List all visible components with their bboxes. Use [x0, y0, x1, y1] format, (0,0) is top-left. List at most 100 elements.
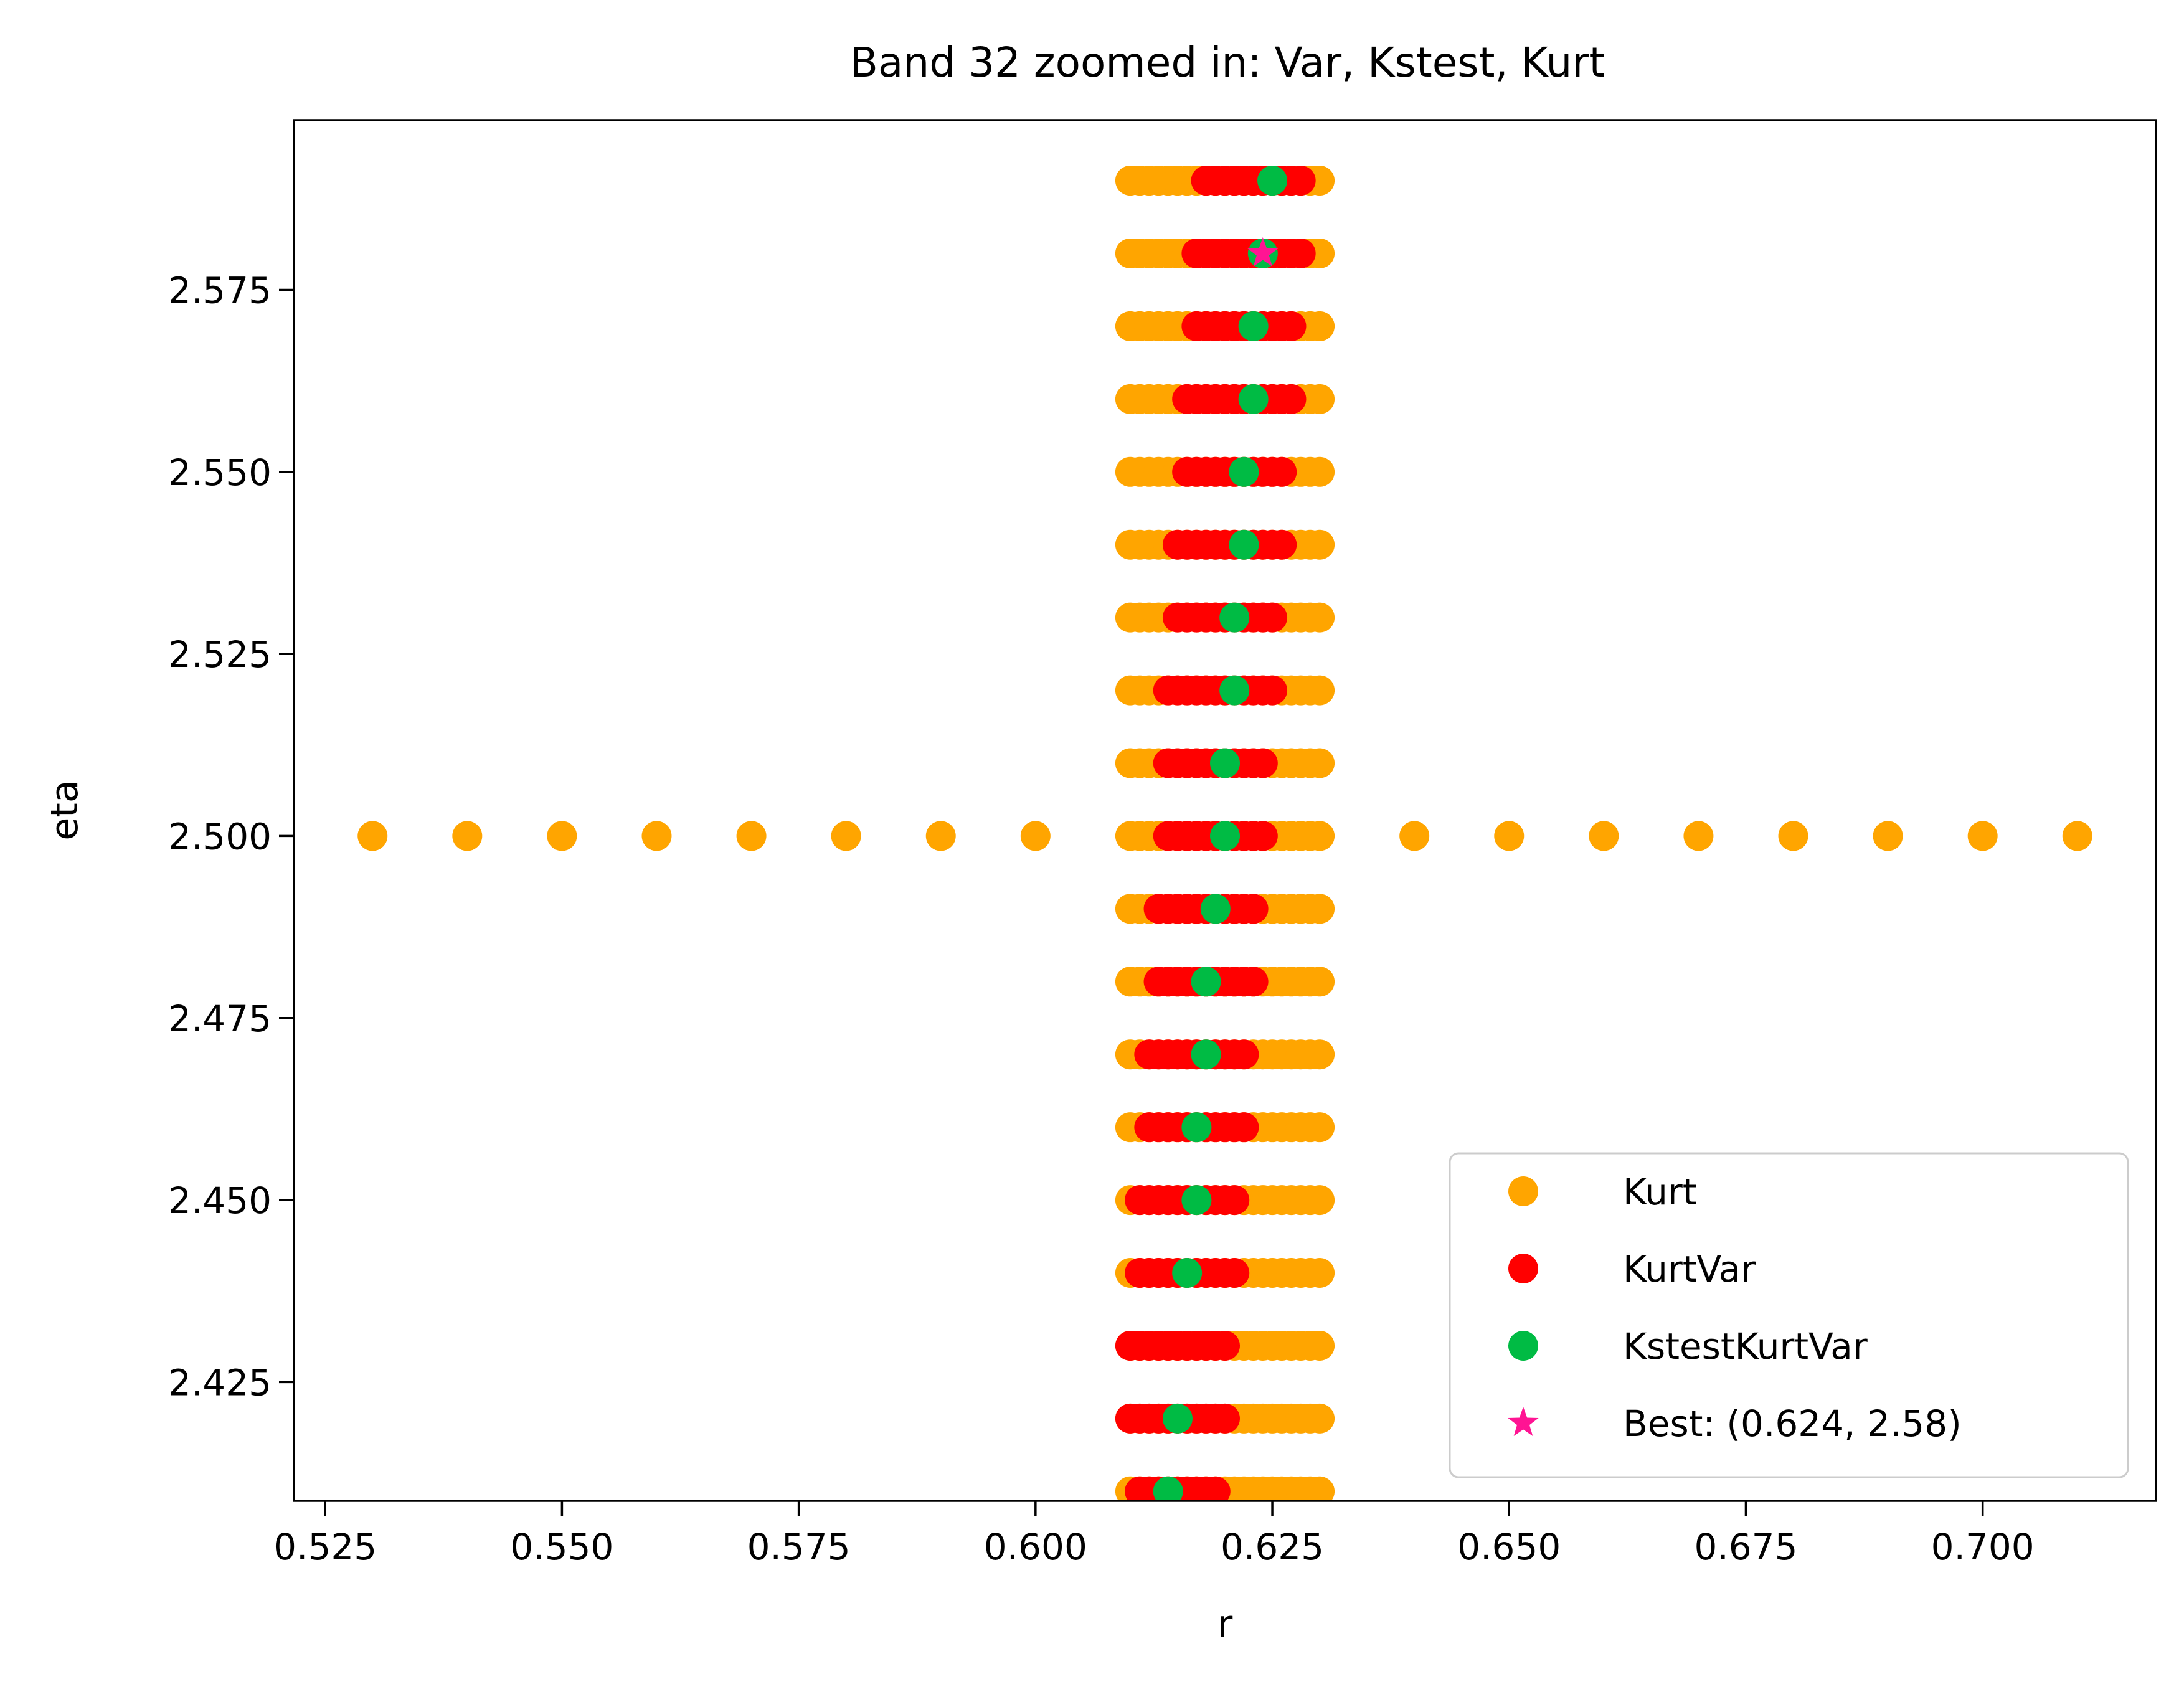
data-point-kstestkurtvar [1210, 821, 1240, 851]
data-point-kurt [357, 821, 388, 851]
legend-marker-star [1508, 1407, 1539, 1436]
x-axis-label: r [1217, 1602, 1233, 1646]
data-point-kstestkurtvar [1191, 967, 1221, 997]
y-axis-label: eta [43, 780, 87, 840]
data-point-kurtvar [1276, 311, 1307, 341]
data-point-kurtvar [1267, 456, 1297, 487]
data-point-kurt [1305, 1476, 1335, 1501]
data-point-kurtvar [1229, 1112, 1259, 1143]
y-axis-ticks: 2.425 2.450 2.475 2.500 2.525 2.550 2.575 [168, 269, 294, 1404]
legend-label: KstestKurtVar [1623, 1325, 1868, 1368]
data-point-kurt [1305, 1039, 1335, 1070]
data-point-kurt [925, 821, 956, 851]
data-point-kurt [1305, 894, 1335, 924]
data-point-kurt [1020, 821, 1051, 851]
y-tick-label: 2.425 [168, 1361, 272, 1404]
data-point-kstestkurtvar [1219, 675, 1250, 706]
data-point-kurtvar [1247, 748, 1278, 778]
x-tick-label: 0.625 [1221, 1526, 1324, 1568]
data-point-kstestkurtvar [1153, 1476, 1183, 1501]
data-point-kstestkurtvar [1238, 311, 1269, 341]
data-point-kurtvar [1276, 384, 1307, 414]
data-point-kurt [1399, 821, 1430, 851]
data-point-kurtvar [1229, 1039, 1259, 1070]
data-point-kurt [1305, 384, 1335, 414]
data-point-kurt [1305, 675, 1335, 706]
data-point-kurtvar [1210, 1403, 1240, 1434]
x-tick-label: 0.550 [510, 1526, 613, 1568]
data-point-kurtvar [1267, 529, 1297, 560]
data-point-kurt [1305, 529, 1335, 560]
data-point-kstestkurtvar [1191, 1039, 1221, 1070]
x-tick-label: 0.700 [1931, 1526, 2035, 1568]
data-point-kurt [452, 821, 483, 851]
x-axis-ticks: 0.525 0.550 0.575 0.600 0.625 0.650 0.675 0.700 [273, 1501, 2035, 1568]
data-point-kurt [1683, 821, 1714, 851]
y-tick-label: 2.575 [168, 269, 272, 311]
y-tick-label: 2.525 [168, 633, 272, 676]
plot-frame [293, 119, 2157, 1502]
data-point-kurtvar [1257, 602, 1288, 633]
data-point-kurtvar [1257, 675, 1288, 706]
data-point-kurt [1305, 1185, 1335, 1216]
x-tick-label: 0.650 [1457, 1526, 1561, 1568]
data-point-kurt [1305, 456, 1335, 487]
data-point-kurtvar [1219, 1258, 1250, 1288]
data-point-kstestkurtvar [1210, 748, 1240, 778]
data-point-kurt [1305, 967, 1335, 997]
y-tick-label: 2.500 [168, 815, 272, 858]
data-point-kurt [831, 821, 861, 851]
data-point-kstestkurtvar [1172, 1258, 1203, 1288]
legend: Kurt KurtVar KstestKurtVar Best: (0.624, 2.… [1449, 1152, 2129, 1478]
data-point-kurt [1305, 311, 1335, 341]
data-point-kurt [1305, 1258, 1335, 1288]
data-point-kurt [1589, 821, 1619, 851]
data-point-kurtvar [1285, 238, 1316, 268]
x-tick-label: 0.600 [984, 1526, 1087, 1568]
data-point-kurtvar [1247, 821, 1278, 851]
legend-marker [1508, 1331, 1538, 1361]
data-point-kurtvar [1200, 1476, 1231, 1501]
data-point-kurt [1305, 1403, 1335, 1434]
data-point-kstestkurtvar [1229, 529, 1259, 560]
data-point-kurt [1873, 821, 1903, 851]
data-point-kurt [1305, 748, 1335, 778]
y-tick-label: 2.550 [168, 451, 272, 494]
data-point-kstestkurtvar [1181, 1185, 1212, 1216]
data-point-kurt [1494, 821, 1525, 851]
data-point-kurtvar [1285, 166, 1316, 196]
x-tick-label: 0.675 [1694, 1526, 1797, 1568]
y-tick-label: 2.475 [168, 998, 272, 1040]
data-point-kstestkurtvar [1162, 1403, 1193, 1434]
data-point-kurt [547, 821, 577, 851]
data-point-kurtvar [1210, 1330, 1240, 1361]
legend-marker [1508, 1176, 1538, 1206]
data-point-kurt [1305, 602, 1335, 633]
data-point-kurt [641, 821, 672, 851]
data-point-kurt [1967, 821, 1998, 851]
data-point-kurt [1778, 821, 1808, 851]
data-point-kurt [1305, 1112, 1335, 1143]
data-point-kurtvar [1238, 894, 1269, 924]
y-tick-label: 2.450 [168, 1179, 272, 1222]
data-point-kstestkurtvar [1257, 166, 1288, 196]
x-tick-label: 0.525 [273, 1526, 377, 1568]
legend-label: KurtVar [1623, 1248, 1756, 1290]
legend-marker [1508, 1254, 1538, 1283]
data-point-kurt [736, 821, 767, 851]
data-point-kstestkurtvar [1238, 384, 1269, 414]
data-point-kurtvar [1238, 967, 1269, 997]
data-point-kstestkurtvar [1200, 894, 1231, 924]
chart-title: Band 32 zoomed in: Var, Kstest, Kurt [850, 39, 1605, 87]
plot-marks [357, 166, 2092, 1501]
data-point-kstestkurtvar [1181, 1112, 1212, 1143]
best-point-star [1247, 237, 1279, 267]
legend-label: Best: (0.624, 2.58) [1623, 1402, 1962, 1445]
data-point-kstestkurtvar [1219, 602, 1250, 633]
legend-label: Kurt [1623, 1171, 1697, 1213]
data-point-kurt [1305, 1330, 1335, 1361]
data-point-kurt [1305, 821, 1335, 851]
legend-box [1449, 1152, 2129, 1478]
data-point-kstestkurtvar [1229, 456, 1259, 487]
